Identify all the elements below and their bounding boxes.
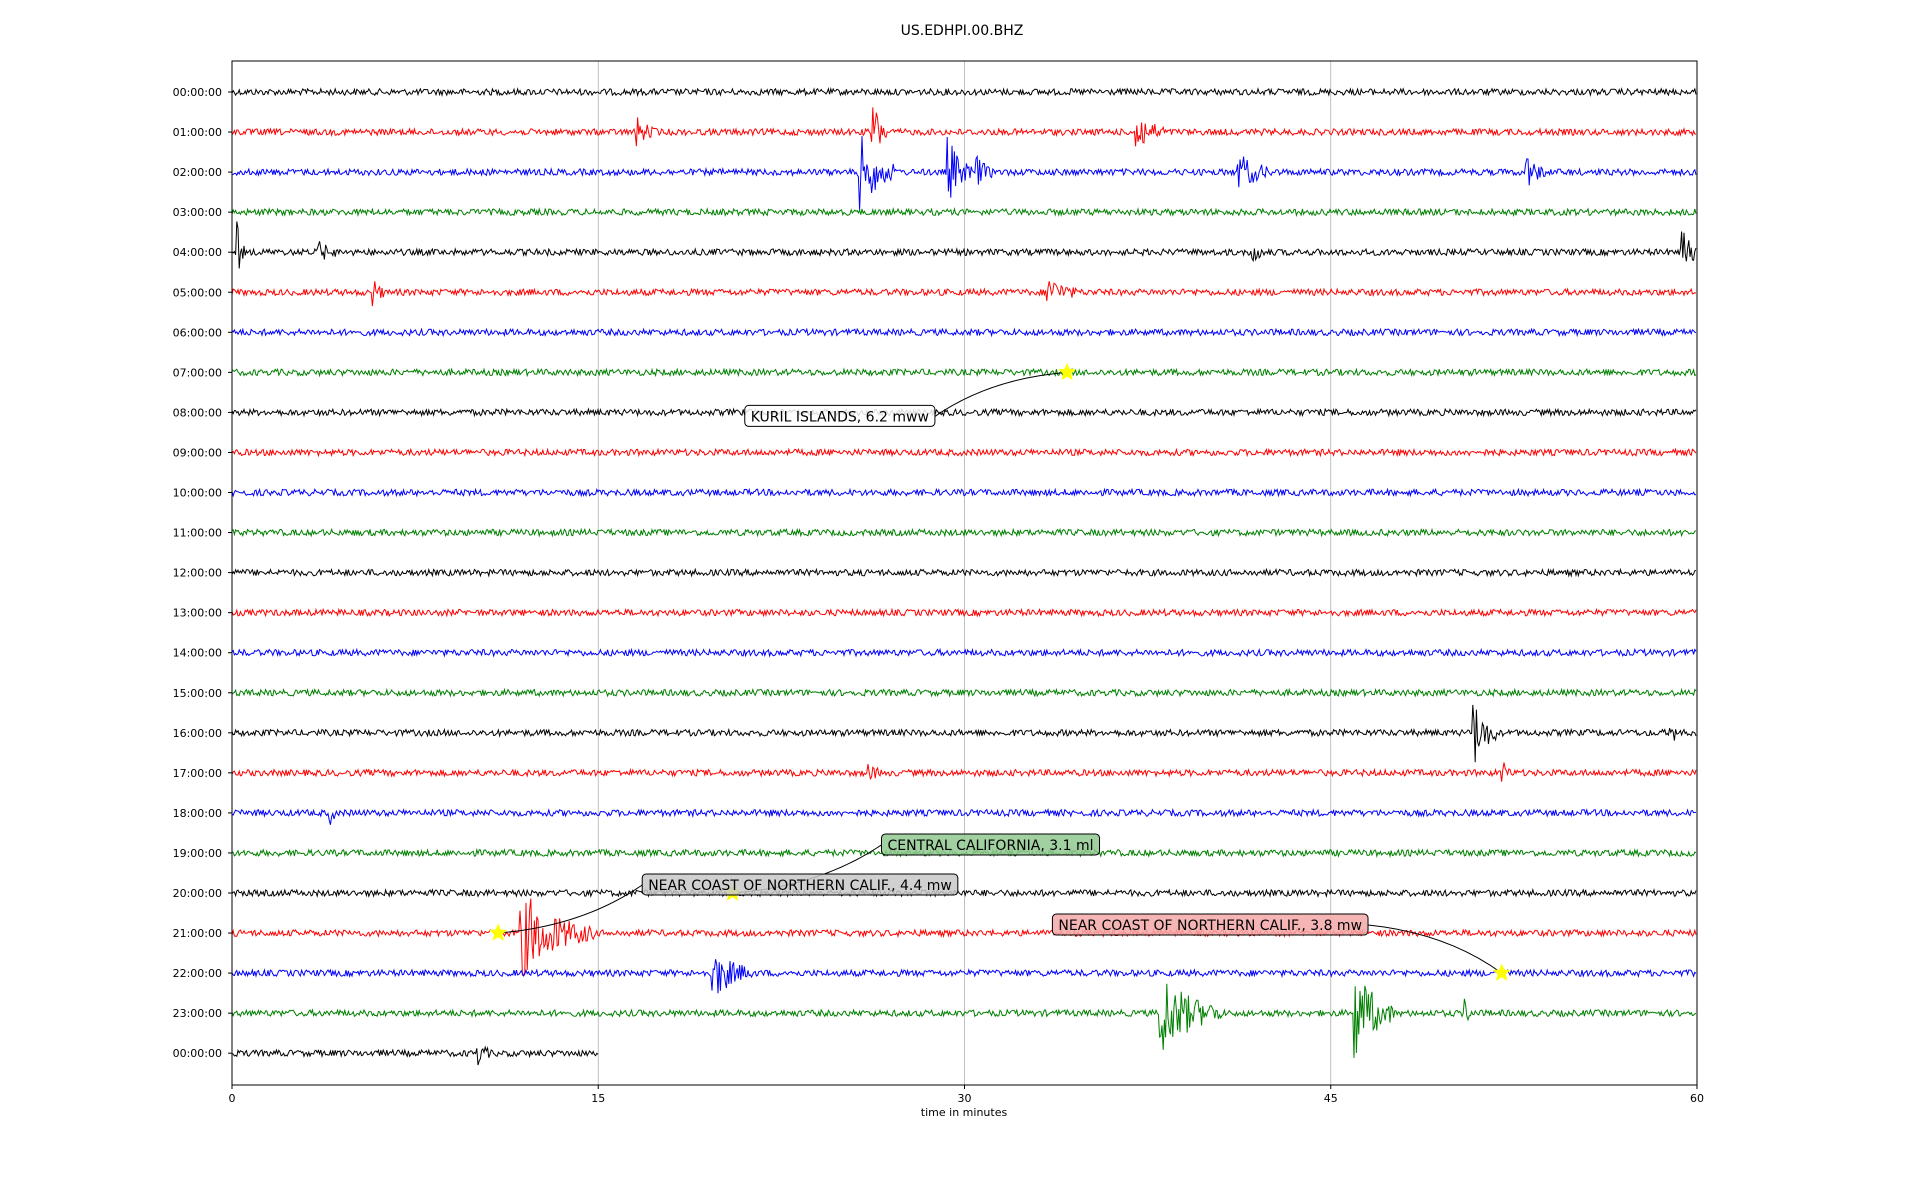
trace-line — [231, 407, 1697, 418]
y-tick-label: 00:00:00 — [173, 1047, 222, 1060]
x-axis-label: time in minutes — [921, 1106, 1008, 1119]
annotation-connector — [498, 884, 643, 934]
y-tick-label: 18:00:00 — [173, 807, 222, 820]
annotation-box — [1051, 913, 1369, 936]
y-tick-label: 03:00:00 — [173, 206, 222, 219]
y-tick-label: 10:00:00 — [173, 487, 222, 500]
annotation-box — [880, 833, 1101, 856]
y-tick-label: 09:00:00 — [173, 446, 222, 459]
y-tick-label: 11:00:00 — [173, 527, 222, 540]
annotation-box — [641, 873, 959, 896]
y-tick-label: 13:00:00 — [173, 607, 222, 620]
y-tick-label: 08:00:00 — [173, 406, 222, 419]
annotation-label: NEAR COAST OF NORTHERN CALIF., 3.8 mw — [1058, 918, 1362, 934]
y-tick-label: 04:00:00 — [173, 246, 222, 259]
y-tick-label: 22:00:00 — [173, 967, 222, 980]
y-tick-label: 02:00:00 — [173, 166, 222, 179]
event-star-marker — [1492, 963, 1511, 981]
trace-line — [231, 136, 1697, 211]
trace-line — [231, 762, 1697, 782]
y-tick-label: 23:00:00 — [173, 1007, 222, 1020]
traces — [231, 86, 1697, 1066]
trace-line — [231, 1045, 599, 1066]
annotation-label: CENTRAL CALIFORNIA, 3.1 ml — [887, 838, 1093, 854]
trace-line — [231, 959, 1697, 994]
chart-title: US.EDHPI.00.BHZ — [901, 23, 1024, 39]
annotation-connector — [934, 371, 1068, 417]
y-tick-label: 07:00:00 — [173, 366, 222, 379]
y-tick-label: 06:00:00 — [173, 326, 222, 339]
annotation-label: NEAR COAST OF NORTHERN CALIF., 4.4 mw — [648, 878, 952, 894]
event-star-marker — [1057, 362, 1077, 381]
x-tick-label: 60 — [1690, 1092, 1704, 1105]
trace-line — [231, 207, 1697, 218]
trace-line — [231, 221, 1697, 269]
trace-line — [231, 327, 1697, 338]
trace-line — [231, 704, 1697, 763]
y-tick-label: 20:00:00 — [173, 887, 222, 900]
y-tick-label: 19:00:00 — [173, 847, 222, 860]
annotation-box — [744, 404, 936, 427]
y-tick-labels: 00:00:00 01:00:00 02:00:00 03:00:00 04:00:00… — [173, 86, 232, 1060]
annotation-connector — [1367, 924, 1502, 974]
trace-line — [231, 487, 1697, 498]
y-tick-label: 14:00:00 — [173, 647, 222, 660]
y-tick-label: 21:00:00 — [173, 927, 222, 940]
trace-line — [231, 807, 1697, 825]
x-tick-label: 45 — [1324, 1092, 1338, 1105]
trace-line — [231, 647, 1697, 658]
trace-line — [231, 107, 1697, 147]
trace-line — [231, 447, 1697, 458]
y-tick-label: 01:00:00 — [173, 126, 222, 139]
trace-line — [231, 898, 1697, 977]
y-tick-label: 16:00:00 — [173, 727, 222, 740]
y-tick-label: 00:00:00 — [173, 86, 222, 99]
annotation-label: KURIL ISLANDS, 6.2 mww — [751, 409, 929, 425]
trace-line — [231, 887, 1697, 899]
x-tick-labels: 0 15 30 45 60 — [229, 1085, 1704, 1105]
x-tick-label: 30 — [958, 1092, 972, 1105]
trace-line — [231, 983, 1697, 1058]
y-tick-label: 15:00:00 — [173, 687, 222, 700]
trace-line — [231, 527, 1697, 538]
y-tick-label: 05:00:00 — [173, 286, 222, 299]
trace-line — [231, 86, 1697, 98]
trace-line — [231, 607, 1697, 618]
x-tick-label: 15 — [591, 1092, 605, 1105]
y-tick-label: 12:00:00 — [173, 567, 222, 580]
y-tick-label: 17:00:00 — [173, 767, 222, 780]
x-tick-label: 0 — [229, 1092, 236, 1105]
trace-line — [231, 281, 1697, 307]
trace-line — [231, 367, 1697, 378]
trace-line — [231, 687, 1697, 698]
event-star-marker — [488, 923, 508, 941]
trace-line — [231, 567, 1697, 578]
event-annotations: KURIL ISLANDS, 6.2 mww CENTRAL CALIFORNIA… — [488, 362, 1511, 981]
